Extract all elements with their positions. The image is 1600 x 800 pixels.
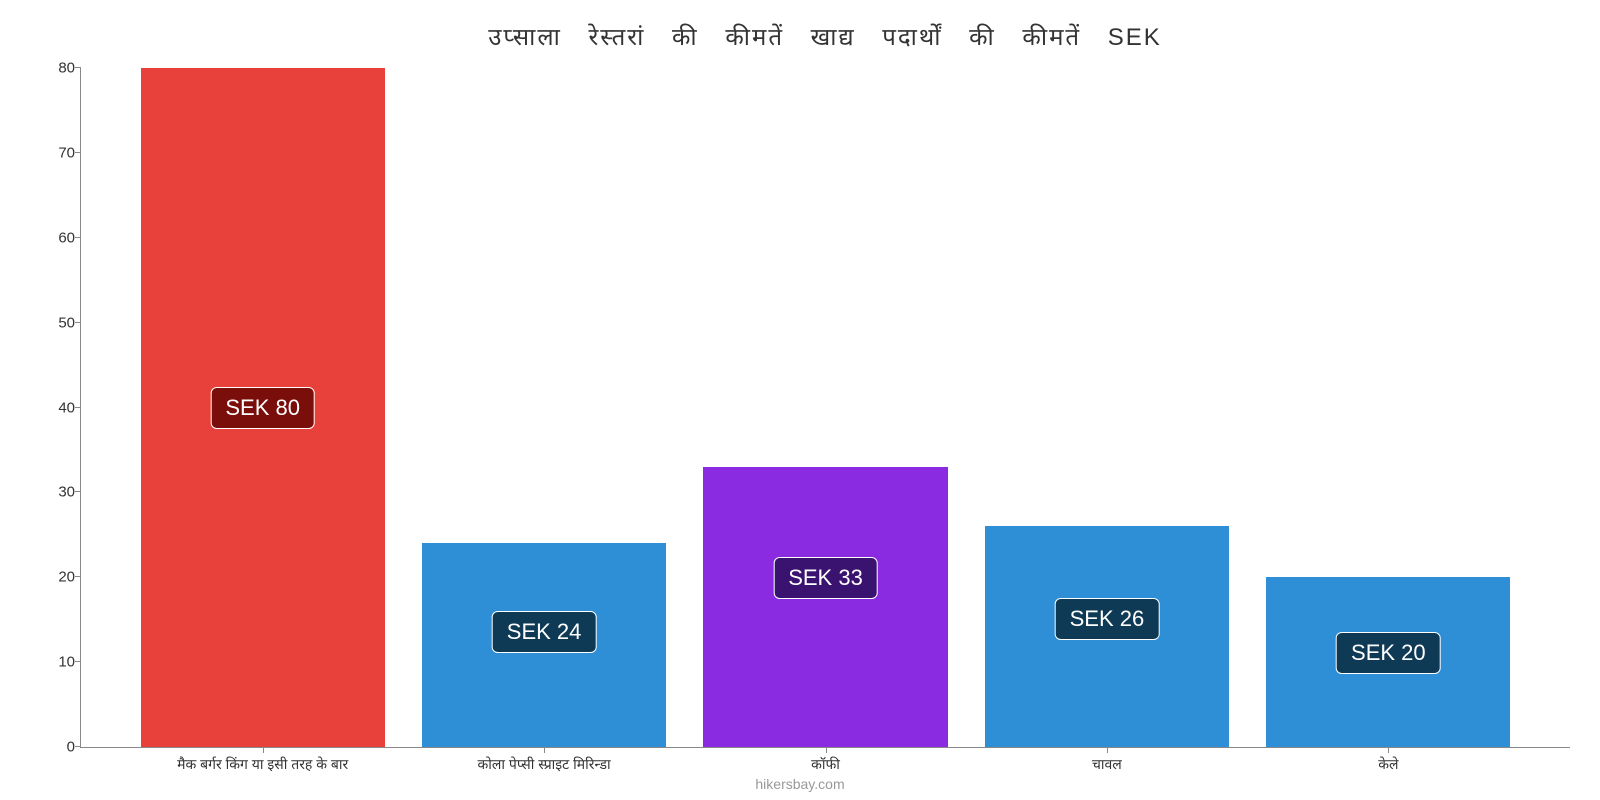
- bars-group: SEK 80 SEK 24 SEK 33 SEK 26 SEK 20: [81, 68, 1570, 747]
- bar: [703, 467, 947, 747]
- value-label: SEK 26: [1055, 598, 1160, 640]
- y-tick-label: 10: [31, 654, 75, 671]
- y-axis: 01020304050607080: [31, 68, 75, 747]
- x-axis-label: कोला पेप्सी स्प्राइट मिरिन्डा: [478, 755, 611, 774]
- x-axis-label: चावल: [1092, 755, 1122, 774]
- plot-area: 01020304050607080 SEK 80SEK 24SEK 33SEK …: [80, 68, 1570, 748]
- y-tick-label: 40: [31, 399, 75, 416]
- x-tick-mark: [1388, 747, 1389, 753]
- value-label: SEK 80: [210, 387, 315, 429]
- chart-container: उप्साला रेस्तरां की कीमतें खाद्य पदार्थो…: [0, 0, 1600, 800]
- y-tick-label: 80: [31, 60, 75, 77]
- y-tick-mark: [75, 322, 81, 323]
- x-axis-label: मैक बर्गर किंग या इसी तरह के बार: [177, 755, 348, 774]
- value-label: SEK 33: [773, 557, 878, 599]
- x-tick-mark: [1107, 747, 1108, 753]
- y-tick-label: 30: [31, 484, 75, 501]
- y-tick-label: 20: [31, 569, 75, 586]
- y-tick-mark: [75, 576, 81, 577]
- x-axis-label: केले: [1378, 755, 1398, 774]
- y-tick-label: 70: [31, 144, 75, 161]
- y-tick-mark: [75, 67, 81, 68]
- y-tick-label: 60: [31, 229, 75, 246]
- y-tick-label: 0: [31, 739, 75, 756]
- y-tick-mark: [75, 152, 81, 153]
- x-tick-mark: [826, 747, 827, 753]
- value-label: SEK 20: [1336, 632, 1441, 674]
- attribution-text: hikersbay.com: [755, 776, 844, 792]
- y-tick-mark: [75, 407, 81, 408]
- y-tick-mark: [75, 237, 81, 238]
- x-tick-mark: [263, 747, 264, 753]
- x-tick-mark: [544, 747, 545, 753]
- chart-title: उप्साला रेस्तरां की कीमतें खाद्य पदार्थो…: [80, 10, 1570, 68]
- y-tick-mark: [75, 746, 81, 747]
- y-tick-mark: [75, 491, 81, 492]
- y-tick-mark: [75, 661, 81, 662]
- value-label: SEK 24: [492, 611, 597, 653]
- y-tick-label: 50: [31, 314, 75, 331]
- x-axis-label: कॉफी: [811, 755, 840, 774]
